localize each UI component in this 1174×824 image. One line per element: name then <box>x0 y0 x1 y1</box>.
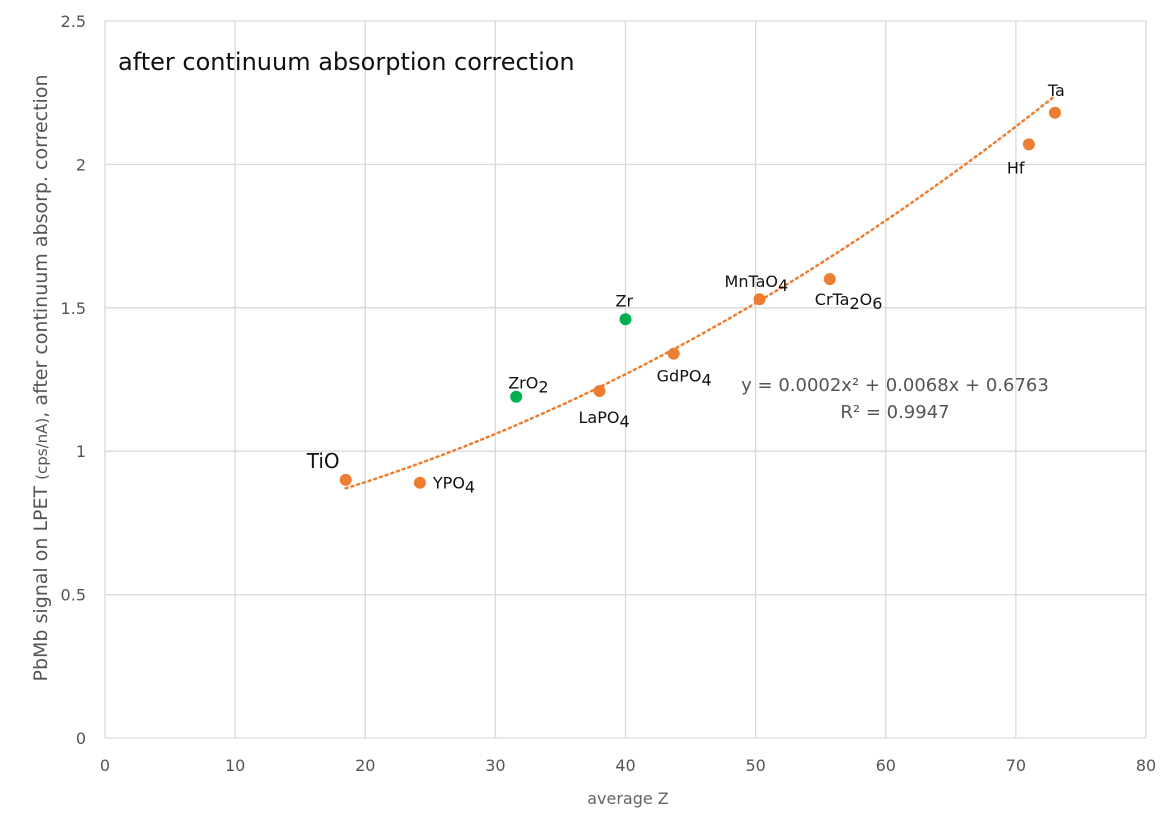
y-tick-label: 0 <box>76 729 86 748</box>
point-label-text: Zr <box>616 291 634 310</box>
point-label: LaPO4 <box>578 408 629 431</box>
x-tick-label: 30 <box>485 756 505 775</box>
point-label-text: GdPO <box>657 367 702 386</box>
point-label-subscript: 2 <box>538 378 548 397</box>
point-label: Ta <box>1047 81 1065 100</box>
data-point <box>510 390 523 403</box>
point-label: Zr <box>616 291 634 310</box>
x-tick-label: 0 <box>100 756 110 775</box>
trendline-equation: y = 0.0002x² + 0.0068x + 0.6763 <box>741 375 1049 396</box>
point-label-subscript: 2 <box>849 294 859 313</box>
data-point <box>413 476 426 489</box>
x-tick-label: 60 <box>876 756 896 775</box>
x-tick-label: 40 <box>615 756 635 775</box>
data-point <box>1048 106 1061 119</box>
point-label-subscript: 4 <box>619 412 629 431</box>
y-tick-label: 2.5 <box>61 12 86 31</box>
y-tick-label: 0.5 <box>61 586 86 605</box>
data-point <box>753 293 766 306</box>
point-label: CrTa2O6 <box>815 290 883 313</box>
y-tick-label: 2 <box>76 155 86 174</box>
point-label-text: YPO <box>432 474 465 493</box>
point-label: GdPO4 <box>657 367 712 390</box>
data-point <box>619 313 632 326</box>
point-label: ZrO2 <box>508 374 548 397</box>
y-tick-label: 1.5 <box>61 299 86 318</box>
point-label: MnTaO4 <box>725 272 789 295</box>
x-tick-label: 50 <box>745 756 765 775</box>
y-axis-title-post: , after continuum absorp. correction <box>30 75 52 418</box>
x-tick-label: 80 <box>1136 756 1156 775</box>
point-label-text: LaPO <box>578 408 619 427</box>
x-axis-title: average Z <box>587 789 669 808</box>
point-label-text: Hf <box>1007 158 1025 177</box>
data-point <box>823 273 836 286</box>
point-label: YPO4 <box>432 474 475 497</box>
y-axis-title-pre: PbMb signal on LPET <box>30 480 52 682</box>
y-axis-title-unit: (cps/nA) <box>33 418 51 480</box>
point-label: Hf <box>1007 158 1025 177</box>
data-point <box>339 473 352 486</box>
data-point <box>1022 138 1035 151</box>
data-point <box>593 384 606 397</box>
point-label-text-tail: O <box>860 290 873 309</box>
point-label-subscript: 6 <box>872 294 882 313</box>
point-label-subscript: 4 <box>465 478 475 497</box>
point-label-subscript: 4 <box>701 371 711 390</box>
data-point <box>667 347 680 360</box>
chart-title: after continuum absorption correction <box>118 48 575 76</box>
x-tick-label: 20 <box>355 756 375 775</box>
x-tick-label: 70 <box>1006 756 1026 775</box>
point-label-text: MnTaO <box>725 272 778 291</box>
x-tick-label: 10 <box>225 756 245 775</box>
point-label-text: Ta <box>1047 81 1065 100</box>
point-label: TiO <box>306 449 340 473</box>
point-label-text: ZrO <box>508 374 538 393</box>
trendline <box>344 94 1057 490</box>
y-axis-title: PbMb signal on LPET (cps/nA), after cont… <box>30 75 52 682</box>
point-label-text: TiO <box>306 449 340 473</box>
trendline-group <box>344 94 1057 490</box>
grid <box>104 20 1147 739</box>
point-label-text: CrTa <box>815 290 850 309</box>
trendline-r2: R² = 0.9947 <box>840 402 949 423</box>
ticks-group: 0 10 20 30 40 50 60 70 80 0 0.5 1 1.5 2 2.5 <box>61 12 1157 775</box>
y-tick-label: 1 <box>76 442 86 461</box>
point-label-subscript: 4 <box>778 276 788 295</box>
